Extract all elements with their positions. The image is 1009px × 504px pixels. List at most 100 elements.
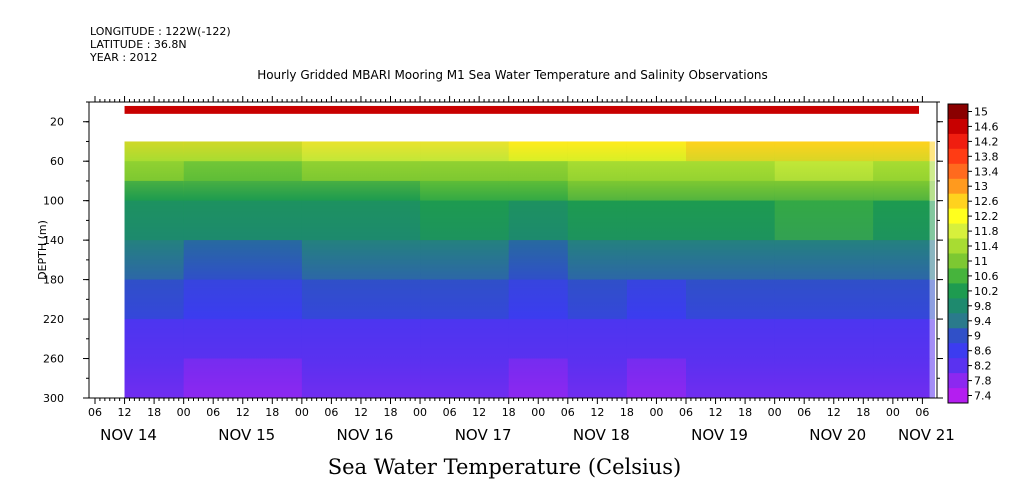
colorbar-swatch: [948, 163, 968, 180]
temperature-cell: [686, 319, 775, 359]
temperature-cell: [124, 240, 184, 280]
temperature-cell: [567, 319, 627, 359]
colorbar-swatch: [948, 193, 968, 210]
temperature-cell: [626, 180, 686, 201]
heatmap-area: [124, 105, 935, 398]
x-tick-label: 06: [797, 406, 811, 419]
y-tick-label: 100: [43, 195, 64, 208]
temperature-cell: [508, 279, 568, 320]
x-day-label: NOV 15: [218, 426, 275, 444]
x-tick-label: 18: [738, 406, 752, 419]
temperature-cell: [124, 161, 184, 181]
x-tick-label: 00: [413, 406, 427, 419]
temperature-cell: [183, 279, 302, 320]
temperature-cell: [183, 141, 302, 162]
x-tick-label: 18: [147, 406, 161, 419]
x-tick-label: 12: [118, 406, 132, 419]
colorbar-label: 13.8: [974, 150, 999, 163]
colorbar-swatch: [948, 223, 968, 239]
temperature-cell: [508, 319, 568, 359]
colorbar-swatch: [948, 328, 968, 344]
colorbar-swatch: [948, 148, 968, 165]
temperature-cell: [626, 141, 686, 162]
colorbar-label: 14.6: [974, 120, 999, 133]
x-tick-label: 18: [856, 406, 870, 419]
temperature-cell: [626, 240, 686, 280]
x-tick-label: 00: [886, 406, 900, 419]
colorbar-label: 14.2: [974, 135, 999, 148]
temperature-cell: [873, 200, 935, 241]
temperature-cell: [873, 358, 935, 398]
colorbar-label: 7.4: [974, 390, 992, 403]
x-tick-label: 06: [915, 406, 929, 419]
x-day-label: NOV 21: [898, 426, 955, 444]
x-tick-label: 00: [295, 406, 309, 419]
x-tick-label: 12: [354, 406, 368, 419]
temperature-cell: [774, 180, 874, 201]
temperature-cell: [774, 279, 874, 320]
temperature-cell: [873, 161, 935, 181]
x-day-label: NOV 14: [100, 426, 157, 444]
colorbar-label: 10.6: [974, 270, 999, 283]
x-tick-label: 12: [709, 406, 723, 419]
colorbar-swatch: [948, 298, 968, 314]
colorbar-swatch: [948, 208, 968, 224]
temperature-cell: [508, 141, 568, 162]
temperature-cell: [420, 240, 509, 280]
temperature-cell: [301, 141, 421, 162]
temperature-cell: [508, 200, 568, 241]
temperature-cell: [626, 358, 686, 398]
temperature-cell: [420, 200, 509, 241]
x-day-label: NOV 20: [809, 426, 866, 444]
colorbar-label: 9.8: [974, 300, 992, 313]
temperature-cell: [420, 161, 509, 181]
temperature-cell: [686, 180, 775, 201]
colorbar-label: 13.4: [974, 165, 999, 178]
colorbar-label: 9: [974, 330, 981, 343]
temperature-cell: [420, 319, 509, 359]
temperature-cell: [567, 358, 627, 398]
x-tick-label: 18: [265, 406, 279, 419]
colorbar-swatch: [948, 373, 968, 389]
temperature-cell: [873, 319, 935, 359]
temperature-cell: [567, 200, 627, 241]
x-day-label: NOV 16: [337, 426, 394, 444]
x-tick-label: 06: [324, 406, 338, 419]
x-tick-label: 06: [561, 406, 575, 419]
temperature-cell: [124, 141, 184, 162]
temperature-cell: [301, 180, 421, 201]
axes: 06 12 18 00 06 12 18 00 06 12 18 00 06 12 18 00 06 12 18 00…: [43, 96, 955, 444]
x-tick-label: 18: [384, 406, 398, 419]
colorbar-swatch: [948, 268, 968, 284]
temperature-cell: [686, 161, 775, 181]
temperature-cell: [774, 200, 874, 241]
temperature-cell: [420, 358, 509, 398]
temperature-cell: [774, 161, 874, 181]
y-axis-label: DEPTH (m): [36, 220, 49, 280]
colorbar-swatch: [948, 119, 968, 135]
colorbar-label: 8.2: [974, 360, 992, 373]
y-tick-label: 300: [43, 392, 64, 405]
plot-frame: [88, 101, 938, 399]
temperature-cell: [183, 319, 302, 359]
y-tick-label: 20: [50, 116, 64, 129]
colorbar-label: 11.8: [974, 225, 999, 238]
temperature-cell: [124, 319, 184, 359]
temperature-cell: [774, 141, 874, 162]
colorbar-swatch: [948, 253, 968, 269]
temperature-cell: [626, 161, 686, 181]
colorbar-label: 7.8: [974, 375, 992, 388]
temperature-cell: [508, 358, 568, 398]
temperature-cell: [567, 180, 627, 201]
temperature-cell: [124, 180, 184, 201]
colorbar-swatch: [948, 283, 968, 299]
temperature-cell: [567, 240, 627, 280]
temperature-cell: [420, 279, 509, 320]
x-tick-label: 12: [472, 406, 486, 419]
temperature-cell: [124, 279, 184, 320]
temperature-cell: [873, 279, 935, 320]
colorbar-label: 9.4: [974, 315, 992, 328]
colorbar-label: 12.2: [974, 210, 999, 223]
temperature-cell: [686, 240, 775, 280]
